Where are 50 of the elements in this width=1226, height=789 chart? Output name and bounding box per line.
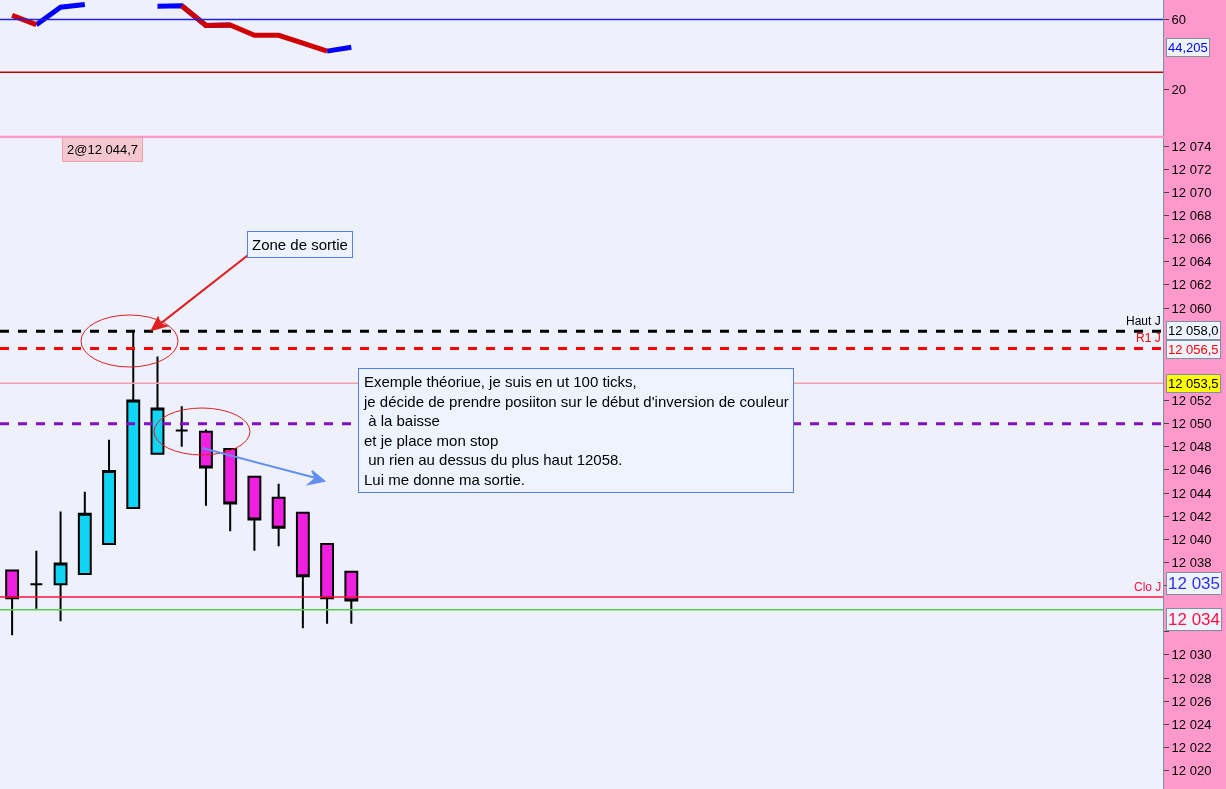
y-tick-label: 12 024 bbox=[1171, 716, 1212, 732]
text: 12 035 bbox=[1168, 574, 1220, 593]
y-tick-label: 12 060 bbox=[1171, 300, 1212, 316]
y-tick-label: 12 040 bbox=[1171, 531, 1212, 547]
y-tick-label: 12 048 bbox=[1171, 439, 1212, 455]
candlestick bbox=[102, 438, 116, 545]
y-tick-label: 12 028 bbox=[1171, 670, 1212, 686]
y-tick-label: 12 030 bbox=[1171, 647, 1212, 663]
candlestick bbox=[199, 428, 213, 507]
candlestick bbox=[247, 475, 262, 552]
text: 44,205 bbox=[1168, 40, 1208, 55]
candlestick bbox=[150, 355, 165, 455]
y-tick-label: 12 066 bbox=[1171, 231, 1212, 247]
ref-line-label: Haut J bbox=[1126, 314, 1161, 328]
y-tick-label: 12 042 bbox=[1171, 508, 1212, 524]
y-tick-label: 20 bbox=[1171, 82, 1187, 98]
y-tick-label: 12 026 bbox=[1171, 693, 1212, 709]
y-tick-label: 12 022 bbox=[1171, 739, 1212, 755]
candlestick bbox=[53, 510, 68, 623]
candlestick bbox=[344, 570, 359, 625]
ref-line-label: Clo J bbox=[1134, 580, 1162, 594]
y-tick-label: 12 072 bbox=[1171, 161, 1212, 177]
candlestick bbox=[77, 490, 92, 575]
candlestick bbox=[29, 549, 44, 610]
y-tick-label: 12 070 bbox=[1171, 184, 1212, 200]
ref-line-label: R1 J bbox=[1136, 331, 1161, 345]
annotation: 2@12 044,7 bbox=[67, 142, 139, 157]
text: 12 034 bbox=[1168, 610, 1220, 629]
candlestick bbox=[174, 405, 189, 448]
candlestick bbox=[223, 448, 238, 533]
text: 12 053,5 bbox=[1168, 376, 1219, 391]
y-tick-label: 12 052 bbox=[1171, 393, 1212, 409]
y-tick-label: 12 050 bbox=[1171, 416, 1212, 432]
y-tick-label: 12 044 bbox=[1171, 485, 1212, 501]
y-tick-label: 12 074 bbox=[1171, 138, 1212, 154]
y-tick-label: 12 038 bbox=[1171, 554, 1212, 570]
text: 12 058,0 bbox=[1168, 323, 1219, 338]
y-tick-label: 12 046 bbox=[1171, 462, 1212, 478]
annotation: Zone de sortie bbox=[252, 236, 348, 253]
candlestick bbox=[295, 511, 310, 630]
y-tick-label: 12 062 bbox=[1171, 277, 1212, 293]
y-tick-label: 12 020 bbox=[1171, 763, 1212, 779]
text: 12 056,5 bbox=[1168, 342, 1219, 357]
candlestick bbox=[320, 542, 335, 625]
y-tick-label: 12 064 bbox=[1171, 254, 1212, 270]
annotation: Exemple théoriue, je suis en ut 100 ticks, je décide de prendre posiiton sur le début d'inversion de couleur à la baisse et je place mon stop un rien au dessus du plus haut 12058. Lui me donne ma sortie. bbox=[363, 373, 789, 488]
y-tick-label: 60 bbox=[1171, 11, 1187, 27]
candlestick bbox=[5, 569, 20, 637]
y-tick-label: 12 068 bbox=[1171, 208, 1212, 224]
candlestick bbox=[271, 482, 286, 548]
